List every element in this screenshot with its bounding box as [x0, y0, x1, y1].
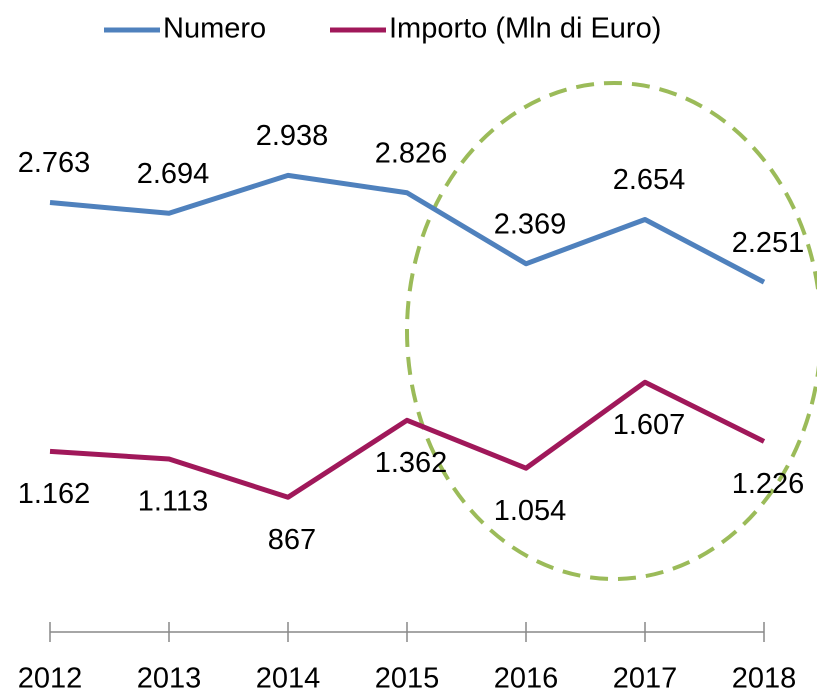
data-label: 2.369	[494, 208, 567, 240]
data-label: 1.054	[494, 495, 567, 527]
x-tick-label: 2016	[494, 663, 559, 695]
x-tick-label: 2013	[137, 663, 202, 695]
data-label: 2.251	[732, 227, 805, 259]
legend-label: Importo (Mln di Euro)	[389, 13, 661, 45]
data-label: 2.763	[18, 147, 91, 179]
data-label: 867	[268, 524, 316, 556]
data-label: 1.362	[375, 447, 448, 479]
series-line	[49, 379, 766, 500]
x-tick-label: 2012	[18, 663, 83, 695]
x-tick-label: 2014	[256, 663, 321, 695]
x-tick-label: 2017	[613, 663, 678, 695]
series-line	[49, 172, 766, 285]
data-label: 2.694	[137, 158, 210, 190]
x-tick-label: 2018	[732, 663, 797, 695]
x-tick-label: 2015	[375, 663, 440, 695]
legend-label: Numero	[163, 13, 266, 45]
highlight-ellipse	[405, 81, 817, 581]
data-label: 1.162	[18, 478, 91, 510]
data-label: 2.654	[613, 164, 686, 196]
data-label: 1.607	[613, 409, 686, 441]
data-label: 2.938	[256, 120, 329, 152]
data-label: 1.226	[732, 468, 805, 500]
data-label: 1.113	[138, 486, 208, 518]
data-label: 2.826	[375, 137, 448, 169]
